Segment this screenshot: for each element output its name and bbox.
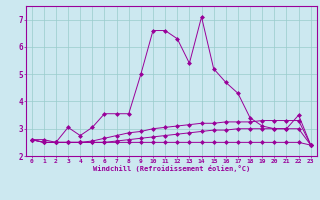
X-axis label: Windchill (Refroidissement éolien,°C): Windchill (Refroidissement éolien,°C) — [92, 165, 250, 172]
